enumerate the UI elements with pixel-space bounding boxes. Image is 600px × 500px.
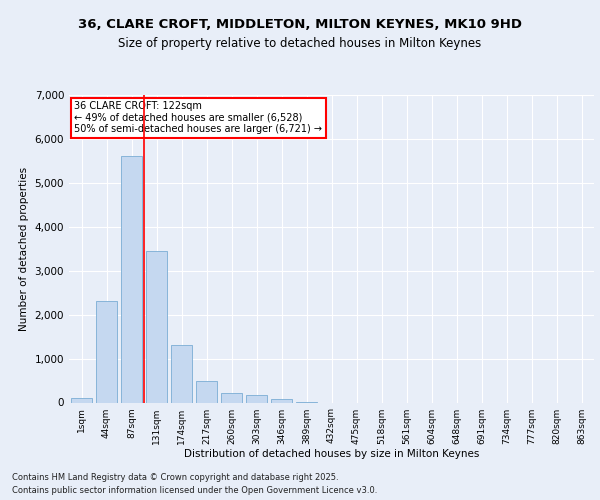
Bar [246,395,267,402]
Bar [271,400,292,402]
Bar [146,251,167,402]
Text: Size of property relative to detached houses in Milton Keynes: Size of property relative to detached ho… [118,38,482,51]
Bar [171,346,192,403]
Y-axis label: Number of detached properties: Number of detached properties [19,166,29,331]
Text: Contains HM Land Registry data © Crown copyright and database right 2025.: Contains HM Land Registry data © Crown c… [12,474,338,482]
Text: Contains public sector information licensed under the Open Government Licence v3: Contains public sector information licen… [12,486,377,495]
Text: 36, CLARE CROFT, MIDDLETON, MILTON KEYNES, MK10 9HD: 36, CLARE CROFT, MIDDLETON, MILTON KEYNE… [78,18,522,30]
Bar [71,398,92,402]
Bar [121,156,142,402]
Text: 36 CLARE CROFT: 122sqm
← 49% of detached houses are smaller (6,528)
50% of semi-: 36 CLARE CROFT: 122sqm ← 49% of detached… [74,101,322,134]
Bar [221,394,242,402]
Bar [96,302,117,402]
Bar [196,380,217,402]
X-axis label: Distribution of detached houses by size in Milton Keynes: Distribution of detached houses by size … [184,450,479,460]
